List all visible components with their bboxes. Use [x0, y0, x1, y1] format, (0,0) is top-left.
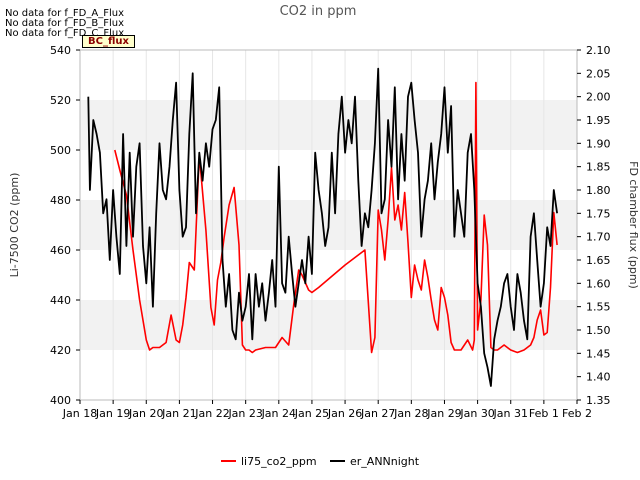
x-tick-label: Jan 31 — [493, 407, 528, 420]
x-tick-label: Feb 1 — [529, 407, 559, 420]
x-tick-label: Jan 21 — [161, 407, 196, 420]
legend: li75_co2_ppm er_ANNnight — [221, 455, 420, 468]
x-tick-label: Jan 28 — [393, 407, 428, 420]
x-tick-label: Jan 25 — [294, 407, 329, 420]
y-tick-label: 540 — [50, 44, 71, 57]
series-layer — [87, 67, 558, 387]
y2-tick-label: 1.40 — [586, 371, 611, 384]
y2-tick-label: 2.10 — [586, 44, 611, 57]
x-tick-label: Jan 29 — [426, 407, 461, 420]
y2-tick-label: 1.60 — [586, 277, 611, 290]
series-line-li75_co2_ppm — [114, 81, 558, 354]
y2-tick-label: 2.05 — [586, 67, 611, 80]
left-axis-ticks: 400 420 440 460 480 500 520 540 — [50, 44, 80, 407]
no-data-note-c: No data for f_FD_C_Flux — [5, 28, 125, 39]
no-data-note-a: No data for f_FD_A_Flux — [5, 8, 125, 19]
y2-tick-label: 1.95 — [586, 114, 611, 127]
x-tick-label: Jan 20 — [128, 407, 163, 420]
grid-band — [80, 300, 577, 350]
y-tick-label: 440 — [50, 294, 71, 307]
y2-tick-label: 2.00 — [586, 91, 611, 104]
right-axis-ticks: 1.35 1.40 1.45 1.50 1.55 1.60 1.65 1.70 1.75 1.80… — [577, 44, 611, 407]
x-tick-label: Feb 2 — [562, 407, 592, 420]
legend-label-li75: li75_co2_ppm — [241, 455, 317, 468]
y-tick-label: 520 — [50, 94, 71, 107]
x-tick-label: Jan 24 — [261, 407, 296, 420]
y-tick-label: 400 — [50, 394, 71, 407]
series-line-er_ANNnight — [87, 67, 558, 387]
x-tick-label: Jan 26 — [327, 407, 362, 420]
grid-band — [80, 100, 577, 150]
y-axis-label: Li-7500 CO2 (ppm) — [8, 173, 21, 278]
y2-tick-label: 1.45 — [586, 347, 611, 360]
plot-frame — [79, 49, 578, 401]
y-tick-label: 420 — [50, 344, 71, 357]
y2-tick-label: 1.70 — [586, 231, 611, 244]
y2-tick-label: 1.55 — [586, 301, 611, 314]
y2-tick-label: 1.80 — [586, 184, 611, 197]
y2-tick-label: 1.50 — [586, 324, 611, 337]
y2-tick-label: 1.75 — [586, 207, 611, 220]
legend-label-annnight: er_ANNnight — [350, 455, 420, 468]
bc-flux-badge[interactable]: BC_flux — [82, 35, 135, 48]
x-tick-label: Jan 23 — [227, 407, 262, 420]
y2-tick-label: 1.90 — [586, 137, 611, 150]
no-data-note-b: No data for f_FD_B_Flux — [5, 18, 125, 29]
y-tick-label: 460 — [50, 244, 71, 257]
y-tick-label: 500 — [50, 144, 71, 157]
x-tick-label: Jan 30 — [459, 407, 494, 420]
x-tick-label: Jan 19 — [95, 407, 130, 420]
x-tick-label: Jan 27 — [360, 407, 395, 420]
y2-axis-label: FD chamber flux (ppm) — [627, 161, 640, 289]
y2-tick-label: 1.85 — [586, 161, 611, 174]
y-tick-label: 480 — [50, 194, 71, 207]
chart-title: CO2 in ppm — [280, 4, 357, 19]
y2-tick-label: 1.65 — [586, 254, 611, 267]
y2-tick-label: 1.35 — [586, 394, 611, 407]
x-tick-label: Jan 22 — [194, 407, 229, 420]
x-tick-label: Jan 18 — [62, 407, 97, 420]
